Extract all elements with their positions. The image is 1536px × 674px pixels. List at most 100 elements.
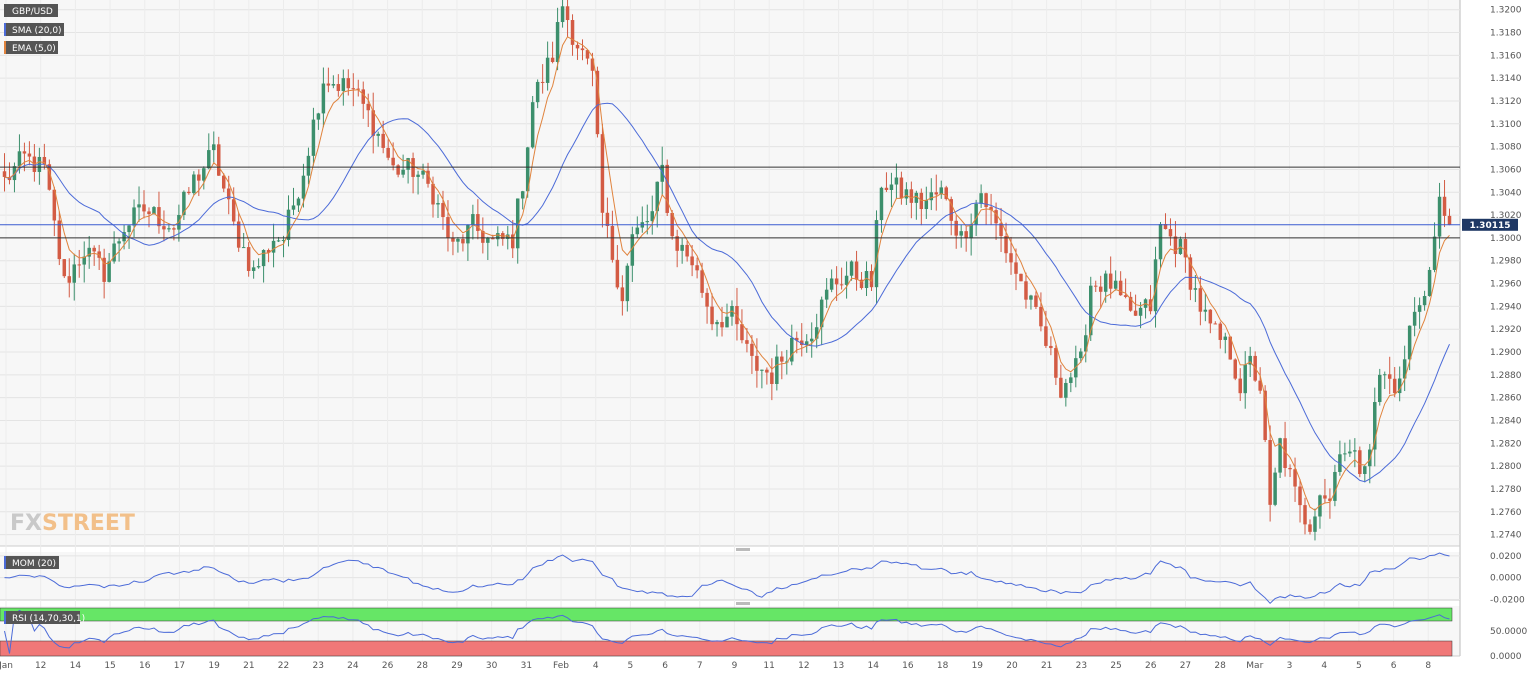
- time-tick-label: 29: [451, 661, 463, 671]
- candle-body: [1138, 307, 1143, 316]
- candle-body: [376, 133, 380, 136]
- candle-body: [1373, 402, 1377, 450]
- candle-body: [386, 147, 390, 158]
- candle-body: [1442, 196, 1447, 216]
- candle-body: [1069, 377, 1073, 383]
- candle-body: [316, 113, 321, 120]
- rsi-line: [4, 609, 1450, 654]
- candle-body: [680, 244, 684, 251]
- candle-body: [162, 226, 166, 230]
- candle-body: [645, 221, 650, 223]
- time-tick-label: 3: [1287, 661, 1293, 671]
- candle-body: [889, 184, 894, 191]
- candle-body: [481, 230, 485, 243]
- candle-body: [1278, 438, 1282, 473]
- candle-body: [740, 324, 744, 341]
- time-tick-label: 16: [902, 661, 914, 671]
- candle-body: [1084, 335, 1088, 352]
- candle-body: [909, 189, 914, 203]
- candle-body: [979, 193, 983, 204]
- candle-body: [1198, 288, 1203, 312]
- candle-body: [585, 50, 590, 59]
- candle-body: [1417, 305, 1422, 312]
- candle-body: [934, 192, 939, 195]
- price-tick-label: 1.2760: [1490, 508, 1522, 518]
- candle-body: [256, 266, 261, 268]
- time-tick-label: 26: [382, 661, 394, 671]
- time-tick-label: 9: [732, 661, 738, 671]
- candle-body: [1363, 466, 1367, 474]
- candle-body: [87, 247, 91, 257]
- time-tick-label: 12: [798, 661, 809, 671]
- last-price-badge: [1462, 218, 1518, 231]
- candle-body: [212, 144, 216, 151]
- ema-badge-label: EMA (5,0): [12, 44, 56, 54]
- candle-body: [251, 267, 256, 271]
- candle-body: [1308, 524, 1312, 532]
- mom-badge-bg: [4, 556, 59, 569]
- candle-body: [665, 164, 669, 213]
- sma-line: [4, 102, 1450, 483]
- candle-body: [192, 174, 196, 194]
- candle-body: [476, 214, 480, 231]
- price-tick-label: 1.3020: [1490, 211, 1522, 221]
- rsi-badge-bg: [4, 611, 80, 624]
- candle-body: [610, 226, 615, 260]
- candle-body: [246, 247, 251, 271]
- candle-body: [974, 203, 978, 225]
- candle-body: [750, 343, 754, 356]
- candle-body: [745, 340, 749, 344]
- time-tick-label: 8: [1425, 661, 1431, 671]
- candle-body: [1019, 273, 1023, 282]
- candle-body: [705, 292, 709, 307]
- candle-body: [1098, 286, 1103, 292]
- candle-body: [560, 6, 565, 23]
- candle-body: [47, 164, 52, 190]
- candle-body: [864, 271, 869, 289]
- candle-body: [780, 356, 784, 362]
- candle-body: [545, 57, 550, 83]
- candle-body: [496, 233, 500, 240]
- candle-body: [17, 151, 22, 167]
- time-tick-label: 4: [1321, 661, 1327, 671]
- candle-body: [167, 228, 171, 230]
- price-tick-label: 1.2820: [1490, 439, 1522, 449]
- candle-body: [1183, 239, 1188, 258]
- candle-body: [261, 250, 266, 267]
- candle-body: [306, 155, 311, 176]
- time-tick-label: 31: [521, 661, 532, 671]
- candle-body: [331, 84, 336, 86]
- candle-body: [62, 259, 67, 277]
- candle-body: [1188, 257, 1193, 290]
- candle-body: [311, 119, 316, 156]
- candle-body: [929, 192, 934, 201]
- candle-body: [296, 198, 301, 206]
- candle-body: [1123, 295, 1128, 297]
- candle-body: [1243, 364, 1247, 394]
- price-tick-label: 1.3160: [1490, 51, 1522, 61]
- time-tick-label: Mar: [1246, 661, 1263, 671]
- candle-body: [650, 211, 655, 222]
- price-tick-label: 1.3100: [1490, 120, 1522, 130]
- candle-body: [1228, 336, 1233, 360]
- candle-body: [1223, 336, 1228, 340]
- candle-body: [1268, 440, 1272, 505]
- candle-body: [1397, 378, 1402, 394]
- candle-body: [12, 166, 17, 181]
- candle-body: [127, 225, 131, 233]
- candle-body: [600, 134, 605, 213]
- candle-body: [301, 175, 306, 199]
- logo-fx: FX: [10, 511, 42, 536]
- candle-body: [1333, 471, 1337, 501]
- candle-body: [809, 338, 814, 342]
- mom-tick-label: 0.0200: [1490, 552, 1522, 562]
- candle-body: [366, 103, 370, 111]
- price-tick-label: 1.3140: [1490, 74, 1522, 84]
- candle-body: [361, 89, 365, 104]
- time-tick-label: 27: [1180, 661, 1191, 671]
- candle-body: [849, 261, 854, 276]
- candle-body: [1353, 450, 1357, 452]
- candle-body: [451, 237, 455, 242]
- candle-body: [1049, 345, 1053, 349]
- candle-body: [396, 165, 400, 175]
